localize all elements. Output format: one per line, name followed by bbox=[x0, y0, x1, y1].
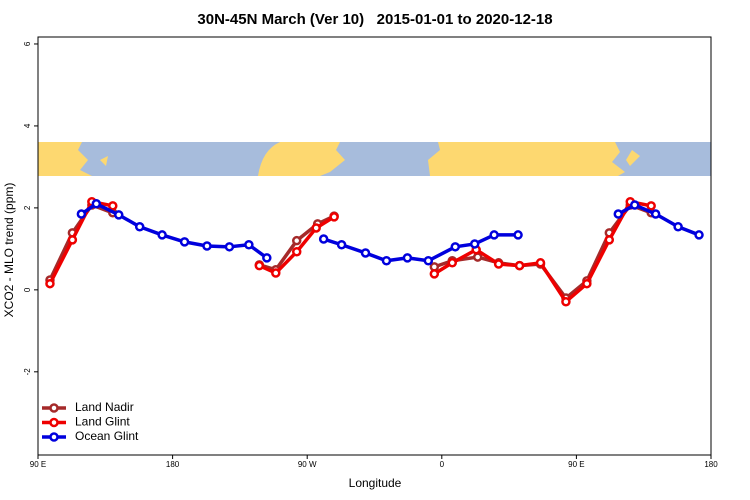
point bbox=[381, 256, 392, 266]
point bbox=[582, 278, 592, 289]
x-tick-label: 90 E bbox=[30, 460, 46, 469]
point bbox=[694, 230, 704, 240]
point bbox=[629, 200, 640, 210]
point bbox=[447, 258, 458, 268]
x-tick-label: 90 W bbox=[298, 460, 317, 469]
y-tick-label: 2 bbox=[23, 205, 32, 210]
point bbox=[114, 210, 124, 220]
point bbox=[489, 230, 499, 240]
point bbox=[67, 235, 78, 245]
point bbox=[271, 268, 281, 278]
legend-label: Land Glint bbox=[75, 415, 130, 429]
legend-label: Land Nadir bbox=[75, 400, 134, 414]
point bbox=[535, 258, 546, 268]
point bbox=[336, 240, 347, 250]
point bbox=[76, 209, 87, 219]
point bbox=[254, 260, 265, 271]
x-tick-label: 90 E bbox=[568, 460, 584, 469]
point bbox=[450, 242, 461, 252]
point bbox=[329, 212, 339, 222]
y-tick-label: -2 bbox=[23, 368, 32, 376]
chart-title: 30N-45N March (Ver 10) 2015-01-01 to 202… bbox=[197, 11, 552, 28]
point bbox=[402, 253, 413, 263]
point bbox=[291, 235, 302, 246]
point bbox=[429, 269, 440, 279]
y-tick-label: 4 bbox=[23, 123, 32, 128]
y-axis-label: XCO2 - MLO trend (ppm) bbox=[2, 183, 16, 318]
point bbox=[262, 253, 272, 263]
point bbox=[561, 296, 571, 307]
point bbox=[613, 209, 624, 219]
plot-frame bbox=[37, 36, 712, 456]
point bbox=[202, 241, 212, 251]
point bbox=[244, 240, 254, 250]
legend-marker bbox=[49, 403, 59, 413]
point bbox=[91, 199, 102, 209]
point bbox=[179, 237, 190, 247]
legend-marker bbox=[49, 432, 59, 442]
point bbox=[604, 235, 615, 245]
point bbox=[673, 221, 683, 232]
point bbox=[469, 239, 480, 249]
x-axis-label: Longitude bbox=[349, 476, 402, 490]
point bbox=[514, 260, 525, 271]
point bbox=[650, 209, 661, 219]
x-tick-label: 180 bbox=[704, 460, 718, 469]
y-tick-label: 0 bbox=[23, 287, 32, 292]
point bbox=[108, 201, 118, 211]
point bbox=[360, 248, 371, 258]
point bbox=[134, 221, 145, 232]
y-tick-label: 6 bbox=[23, 41, 32, 46]
point bbox=[318, 234, 329, 244]
point bbox=[493, 259, 504, 269]
point bbox=[291, 246, 302, 257]
legend-label: Ocean Glint bbox=[75, 429, 139, 443]
point bbox=[45, 278, 55, 289]
x-tick-label: 0 bbox=[440, 460, 445, 469]
point bbox=[513, 230, 523, 240]
legend-marker bbox=[49, 417, 59, 428]
point bbox=[646, 201, 656, 211]
point bbox=[157, 230, 167, 240]
map-band bbox=[38, 142, 711, 176]
point bbox=[224, 242, 235, 252]
x-tick-label: 180 bbox=[166, 460, 180, 469]
series-line bbox=[48, 199, 652, 304]
series-line bbox=[48, 203, 652, 300]
point bbox=[423, 256, 434, 266]
point bbox=[472, 252, 483, 262]
point bbox=[311, 223, 321, 233]
